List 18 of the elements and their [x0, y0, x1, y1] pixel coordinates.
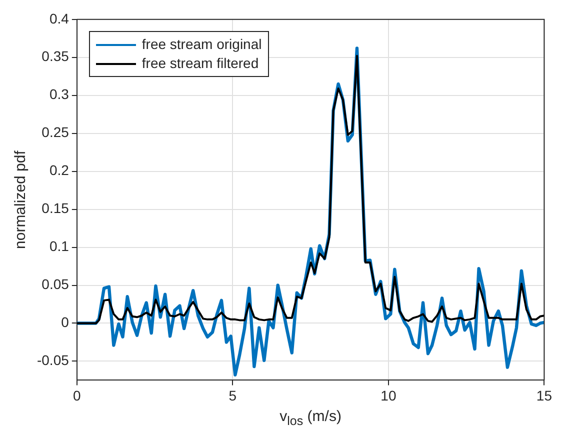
y-tick-label: -0.05: [36, 352, 70, 368]
y-axis-title: normalized pdf: [12, 150, 30, 249]
y-tick-label: 0.3: [49, 86, 70, 102]
y-tick-label: 0.2: [49, 162, 70, 178]
y-tick-label: 0.4: [49, 10, 70, 26]
x-tick-label: 5: [228, 387, 237, 404]
y-tick-label: 0.35: [42, 48, 70, 64]
x-tick-label: 0: [73, 387, 82, 404]
y-tick-label: 0.25: [42, 124, 70, 140]
x-tick-label: 10: [380, 387, 396, 404]
x-axis-title: v$_{los}$ (m/s): [278, 408, 342, 428]
legend-label: free stream original: [142, 35, 262, 54]
y-tick-label: 0: [61, 314, 70, 330]
y-tick-label: 0.1: [49, 238, 70, 254]
legend-label: free stream filtered: [142, 54, 259, 74]
y-tick-label: 0.15: [42, 200, 70, 216]
y-tick-label: 0.05: [42, 276, 70, 292]
x-tick-label: 15: [536, 387, 552, 404]
